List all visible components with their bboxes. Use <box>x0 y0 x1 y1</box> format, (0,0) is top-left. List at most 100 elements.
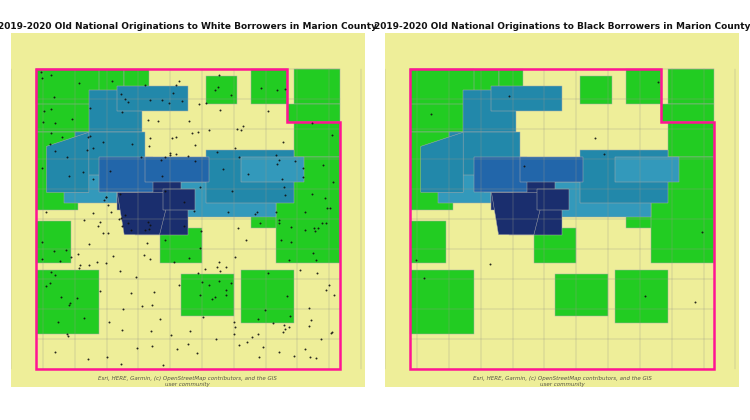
Bar <box>580 76 612 104</box>
Point <box>247 333 259 340</box>
Point <box>152 117 164 124</box>
Point <box>164 100 176 106</box>
Point <box>167 89 179 96</box>
Point <box>316 220 328 226</box>
Point <box>256 344 268 351</box>
Bar <box>124 68 149 93</box>
Bar <box>135 207 188 235</box>
Point <box>317 162 329 168</box>
Point <box>203 281 215 288</box>
Point <box>183 118 195 125</box>
Point <box>240 237 252 244</box>
Point <box>320 220 332 226</box>
Bar <box>668 68 714 104</box>
Point <box>157 362 169 368</box>
Point <box>107 253 119 260</box>
Point <box>47 248 59 255</box>
Point <box>166 135 178 142</box>
Bar <box>110 171 138 192</box>
Point <box>83 105 95 112</box>
Point <box>202 127 214 134</box>
Polygon shape <box>117 192 170 235</box>
Point <box>194 291 206 298</box>
Point <box>222 209 234 215</box>
Point <box>326 132 338 139</box>
Point <box>102 201 114 208</box>
Point <box>135 153 147 160</box>
Point <box>299 226 311 233</box>
Point <box>220 286 232 293</box>
Point <box>64 300 76 307</box>
Point <box>251 331 263 337</box>
Point <box>199 266 211 273</box>
Point <box>131 345 143 352</box>
Point <box>113 215 125 222</box>
Bar <box>75 132 146 182</box>
Point <box>410 257 422 264</box>
Point <box>142 225 154 232</box>
Point <box>211 263 223 270</box>
Point <box>49 348 61 355</box>
Point <box>170 134 182 141</box>
Point <box>285 223 297 230</box>
Point <box>116 223 128 229</box>
Point <box>140 81 152 88</box>
Point <box>178 199 190 205</box>
Point <box>82 356 94 362</box>
Point <box>66 116 78 123</box>
Point <box>189 158 201 165</box>
Point <box>156 173 168 179</box>
Point <box>217 166 229 173</box>
Point <box>194 228 206 235</box>
Point <box>288 352 300 359</box>
Point <box>273 216 285 223</box>
Point <box>242 171 254 177</box>
Point <box>192 269 204 276</box>
Point <box>82 134 94 141</box>
Bar <box>286 104 340 122</box>
Bar <box>520 157 608 192</box>
Bar <box>36 270 100 334</box>
Point <box>140 227 152 234</box>
Point <box>183 255 195 261</box>
Point <box>35 69 47 76</box>
Point <box>278 139 290 146</box>
Point <box>262 108 274 115</box>
Point <box>278 322 290 328</box>
Point <box>418 275 430 281</box>
Point <box>136 302 148 309</box>
Point <box>122 220 134 226</box>
Point <box>78 315 90 322</box>
Bar <box>410 68 474 104</box>
Point <box>38 107 50 114</box>
Point <box>178 222 190 229</box>
Point <box>271 87 283 93</box>
Point <box>283 256 295 263</box>
Point <box>142 219 154 226</box>
Point <box>249 211 261 218</box>
Point <box>116 327 128 333</box>
Point <box>304 353 316 360</box>
Point <box>254 220 266 226</box>
Bar <box>615 157 679 182</box>
Point <box>164 150 176 157</box>
Point <box>173 78 185 84</box>
Point <box>319 195 331 202</box>
Point <box>170 151 182 158</box>
Point <box>237 123 249 129</box>
Bar <box>538 189 569 210</box>
Bar <box>410 220 446 263</box>
Point <box>233 341 245 348</box>
Point <box>226 187 238 194</box>
Bar <box>520 157 584 182</box>
Point <box>86 175 98 182</box>
Point <box>285 239 297 245</box>
Bar <box>474 157 526 192</box>
Title: 2019-2020 Old National Originations to White Borrowers in Marion County: 2019-2020 Old National Originations to W… <box>0 22 377 31</box>
Bar <box>410 132 452 210</box>
Bar <box>534 228 576 263</box>
Point <box>190 349 202 356</box>
Bar <box>650 157 714 263</box>
Point <box>92 222 104 229</box>
Point <box>315 336 327 342</box>
